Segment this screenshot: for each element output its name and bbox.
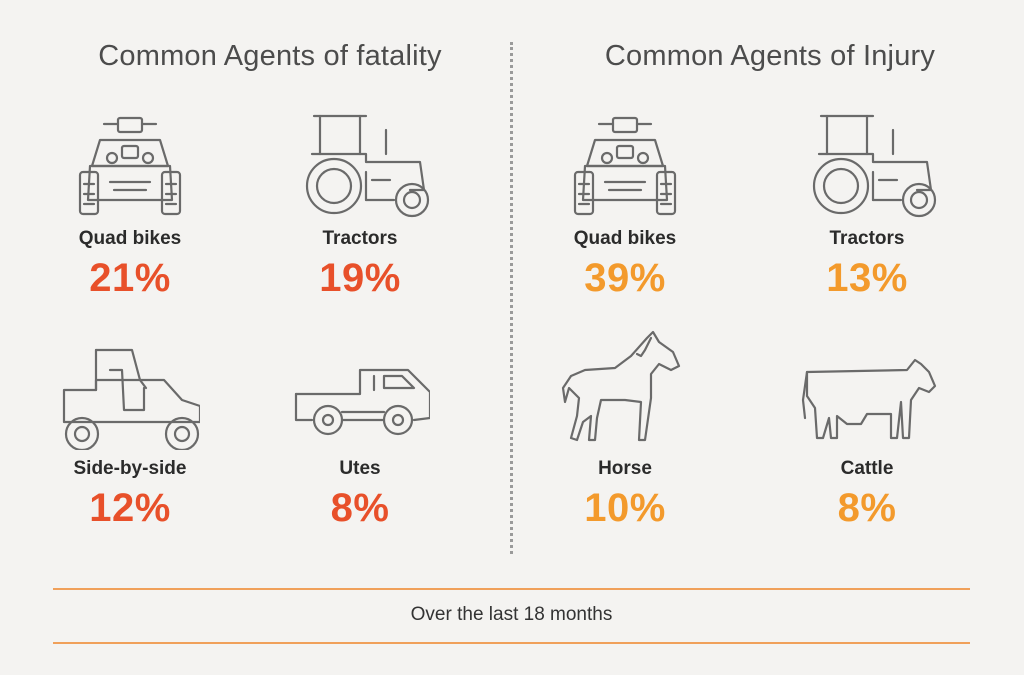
item-percentage: 13% xyxy=(826,256,908,300)
item-label: Cattle xyxy=(840,458,894,479)
footer-bottom-rule xyxy=(53,642,970,644)
side-by-side-icon xyxy=(60,340,200,450)
fatality-title: Common Agents of fatality xyxy=(98,40,442,72)
tractor-icon xyxy=(797,110,937,220)
item-percentage: 8% xyxy=(330,486,390,530)
item-label: Side-by-side xyxy=(73,458,187,479)
ute-icon xyxy=(290,340,430,450)
fatality-panel: Common Agents of fatality Quad bikes 21%… xyxy=(30,0,510,560)
item-percentage: 21% xyxy=(89,256,171,300)
item-percentage: 12% xyxy=(89,486,171,530)
item-label: Quad bikes xyxy=(78,228,182,249)
horse-icon xyxy=(555,328,695,450)
cattle-icon xyxy=(797,340,937,450)
item-percentage: 8% xyxy=(837,486,897,530)
item-percentage: 39% xyxy=(584,256,666,300)
item-percentage: 10% xyxy=(584,486,666,530)
injury-panel: Common Agents of Injury Quad bikes 39% T… xyxy=(530,0,1010,560)
quad-bike-icon xyxy=(555,110,695,220)
tractor-icon xyxy=(290,110,430,220)
item-label: Quad bikes xyxy=(573,228,677,249)
item-label: Utes xyxy=(339,458,381,479)
footer-top-rule xyxy=(53,588,970,590)
item-label: Horse xyxy=(598,458,652,479)
item-label: Tractors xyxy=(322,228,398,249)
quad-bike-icon xyxy=(60,110,200,220)
injury-title: Common Agents of Injury xyxy=(604,40,936,72)
footer-caption: Over the last 18 months xyxy=(410,604,613,625)
panel-divider xyxy=(510,42,513,554)
item-percentage: 19% xyxy=(319,256,401,300)
item-label: Tractors xyxy=(829,228,905,249)
